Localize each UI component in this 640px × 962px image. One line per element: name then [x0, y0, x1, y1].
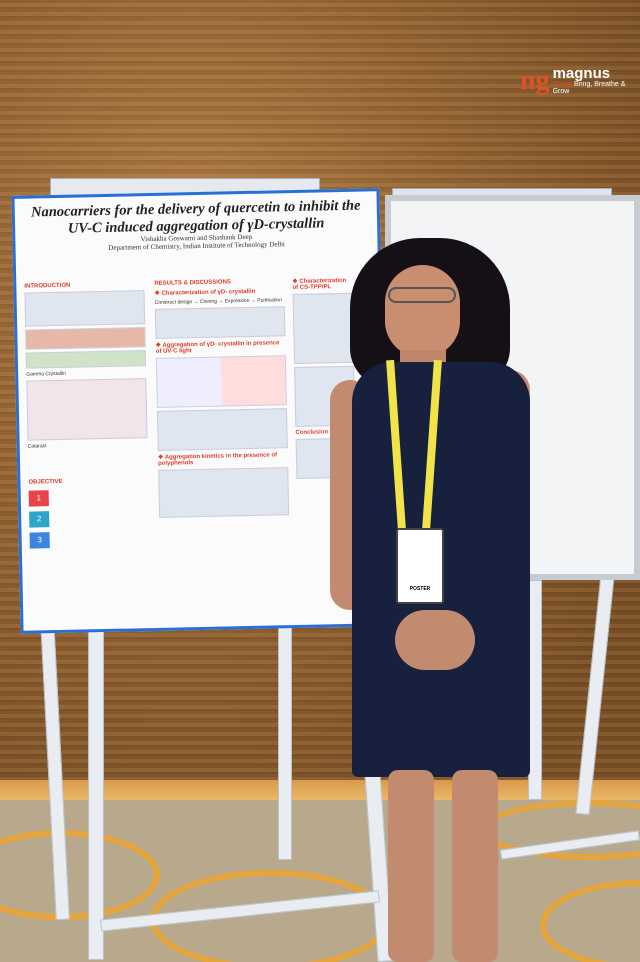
label-gamma-crystallin: Gamma Crystallin [26, 370, 66, 378]
poster-middle-column: RESULTS & DISCUSSIONS ❖ Characterization… [154, 275, 290, 521]
section-cs-tpp: ❖ Characterization of CS-TPP/PL [292, 277, 347, 292]
section-uvc: ❖ Aggregation of γD- crystallin in prese… [155, 340, 280, 355]
poster-left-column: INTRODUCTION Gamma Crystallin Cataract O… [24, 278, 150, 553]
section-results: RESULTS & DISCUSSIONS [154, 279, 231, 287]
carpet-floor [0, 800, 640, 962]
badge-label: POSTER [409, 586, 431, 592]
easel-leg [88, 630, 104, 960]
presenter-hands [395, 610, 475, 670]
name-badge: POSTER [396, 528, 444, 604]
section-objective: OBJECTIVE [28, 478, 63, 486]
objective-1: 1 [28, 490, 49, 507]
easel-leg [278, 610, 292, 860]
section-characterization: ❖ Characterization of γD- crystallin [154, 288, 256, 297]
workflow-text: Construct design → Cloning → Expression … [154, 297, 283, 306]
magnus-group-logo: ng magnus Group Bring, Breathe & Grow [520, 66, 640, 95]
logo-mark: ng [520, 64, 550, 96]
easel-leg [528, 580, 542, 800]
label-cataract: Cataract [27, 443, 47, 450]
section-kinetics: ❖ Aggregation kinetics in the presence o… [157, 452, 278, 467]
objective-2: 2 [29, 511, 50, 528]
logo-tagline: Bring, Breathe & Grow [552, 81, 626, 95]
logo-group: Group [552, 81, 573, 88]
section-introduction: INTRODUCTION [24, 282, 71, 290]
objective-3: 3 [29, 532, 50, 549]
presenter-leg [388, 770, 434, 962]
logo-name: magnus [552, 65, 611, 82]
glasses-icon [388, 287, 456, 303]
presenter-leg [452, 770, 498, 962]
presenter-face [385, 265, 460, 357]
